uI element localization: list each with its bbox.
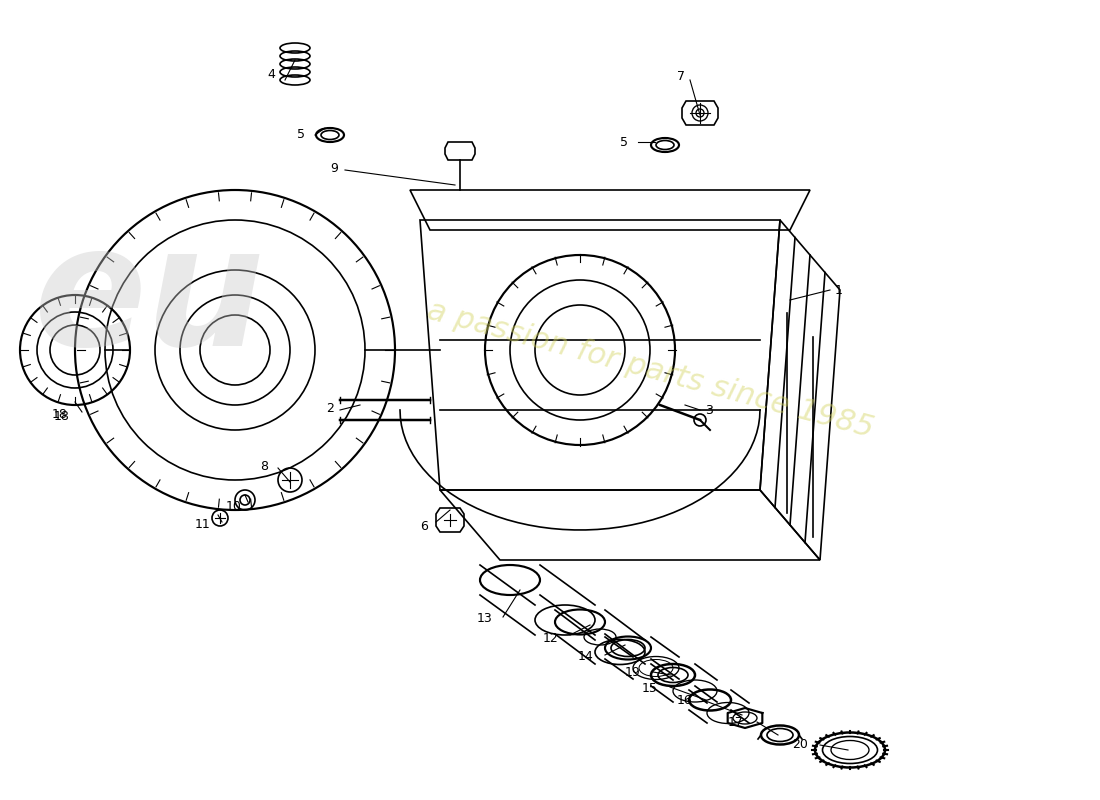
Text: 18: 18 [52, 409, 68, 422]
Circle shape [694, 414, 706, 426]
Text: 5: 5 [620, 135, 628, 149]
Text: 13: 13 [476, 611, 492, 625]
Text: eu: eu [34, 218, 266, 382]
Text: 12: 12 [542, 631, 558, 645]
Text: 8: 8 [260, 459, 268, 473]
Text: 2: 2 [326, 402, 334, 414]
Text: a passion for parts since 1985: a passion for parts since 1985 [424, 296, 877, 444]
Text: 17: 17 [728, 717, 744, 730]
Text: 19: 19 [625, 666, 640, 678]
Text: 14: 14 [578, 650, 593, 663]
Text: 18: 18 [54, 410, 70, 422]
Text: 20: 20 [792, 738, 808, 751]
Text: 7: 7 [676, 70, 685, 82]
Text: 5: 5 [297, 129, 305, 142]
Text: 16: 16 [676, 694, 692, 706]
Text: 3: 3 [705, 403, 713, 417]
Text: 9: 9 [330, 162, 338, 174]
Text: 4: 4 [267, 69, 275, 82]
Text: 10: 10 [227, 499, 242, 513]
Text: 15: 15 [642, 682, 658, 694]
Text: 1: 1 [835, 283, 843, 297]
Text: 11: 11 [195, 518, 210, 531]
Text: 6: 6 [420, 521, 428, 534]
